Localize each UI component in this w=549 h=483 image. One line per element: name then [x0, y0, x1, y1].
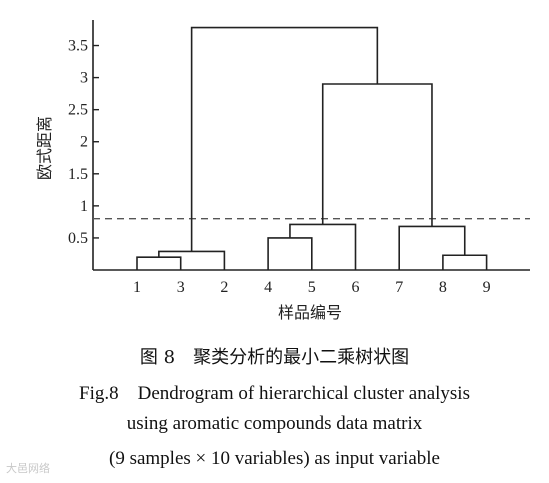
x-tick-label-sample-5: 5 [308, 279, 316, 296]
x-tick-label-sample-1: 1 [133, 279, 141, 296]
x-tick-label-sample-8: 8 [439, 279, 447, 296]
figure-caption-chinese: 图 8 聚类分析的最小二乘树状图 [139, 347, 410, 368]
dendrogram-link-2 [158, 250, 226, 270]
x-axis-label: 样品编号 [278, 303, 342, 322]
y-tick-label-3.5: 3.5 [68, 38, 88, 55]
x-tick-label-sample-4: 4 [264, 279, 272, 296]
x-tick-label-sample-6: 6 [352, 279, 360, 296]
y-tick-label-1: 1 [80, 198, 88, 215]
y-tick-label-2.5: 2.5 [68, 102, 88, 119]
y-tick-label-3: 3 [80, 70, 88, 87]
dendrogram-link-4 [289, 223, 357, 270]
x-tick-label-sample-9: 9 [483, 279, 491, 296]
dendrogram-link-3 [267, 237, 313, 270]
watermark: 大邑网络 [6, 462, 50, 475]
dendrogram-link-7 [321, 83, 433, 227]
x-tick-label-sample-2: 2 [220, 279, 228, 296]
dendrogram-link-5 [442, 254, 488, 270]
dendrogram-link-6 [398, 225, 466, 270]
dendrogram-link-1 [136, 256, 182, 270]
figure-caption-english-line-1: Fig.8 Dendrogram of hierarchical cluster… [79, 383, 470, 404]
dendrogram-link-8 [190, 26, 379, 252]
y-tick-label-0.5: 0.5 [68, 230, 88, 247]
y-tick-label-1.5: 1.5 [68, 166, 88, 183]
x-tick-label-sample-7: 7 [395, 279, 403, 296]
x-tick-label-sample-3: 3 [177, 279, 185, 296]
y-axis-label: 欧式距离 [35, 116, 54, 180]
y-tick-label-2: 2 [80, 134, 88, 151]
figure-caption-english-line-3: (9 samples × 10 variables) as input vari… [109, 448, 440, 469]
figure-caption-english-line-2: using aromatic compounds data matrix [126, 413, 423, 434]
dendrogram-chart: 0.5 1 1.5 2 2.5 3 3.5 1 3 2 4 5 6 7 8 9 样品编号 欧式距离 [35, 20, 530, 322]
